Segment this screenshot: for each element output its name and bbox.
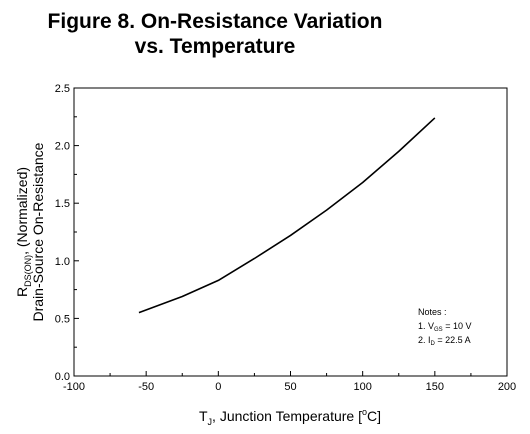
- x-tick-label: 150: [426, 381, 444, 393]
- ticks-group: -100 -50 0 50 100 150 200 0.0 0.5 1.0 1.5 2.0 2.5: [55, 83, 516, 393]
- x-tick-label: 200: [498, 381, 516, 393]
- y-tick-label: 0.0: [55, 371, 70, 383]
- x-tick-label: 0: [215, 381, 221, 393]
- note-1: 1. VGS = 10 V: [418, 321, 471, 333]
- chart-title-line1: Figure 8. On-Resistance Variation: [47, 10, 383, 33]
- y-tick-label: 1.0: [55, 256, 70, 268]
- series-group: [138, 117, 436, 314]
- series-line: [138, 117, 436, 314]
- note-2: 2. ID = 22.5 A: [418, 335, 471, 347]
- y-axis-label-line2: Drain-Source On-Resistance: [30, 142, 46, 321]
- y-tick-label: 1.5: [55, 198, 70, 210]
- x-tick-label: 50: [284, 381, 296, 393]
- x-tick-label: -100: [63, 381, 85, 393]
- chart-title-line2: vs. Temperature: [134, 35, 296, 58]
- x-tick-label: -50: [138, 381, 154, 393]
- y-axis-label-line1: RDS(ON), (Normalized): [14, 167, 33, 297]
- x-tick-label: 100: [353, 381, 371, 393]
- y-tick-label: 2.5: [55, 83, 70, 95]
- notes-heading: Notes :: [418, 307, 447, 317]
- notes-annotation: Notes : 1. VGS = 10 V 2. ID = 22.5 A: [418, 307, 471, 347]
- x-axis-label: TJ, Junction Temperature [oC]: [199, 407, 381, 427]
- y-tick-label: 0.5: [55, 313, 70, 325]
- y-tick-label: 2.0: [55, 141, 70, 153]
